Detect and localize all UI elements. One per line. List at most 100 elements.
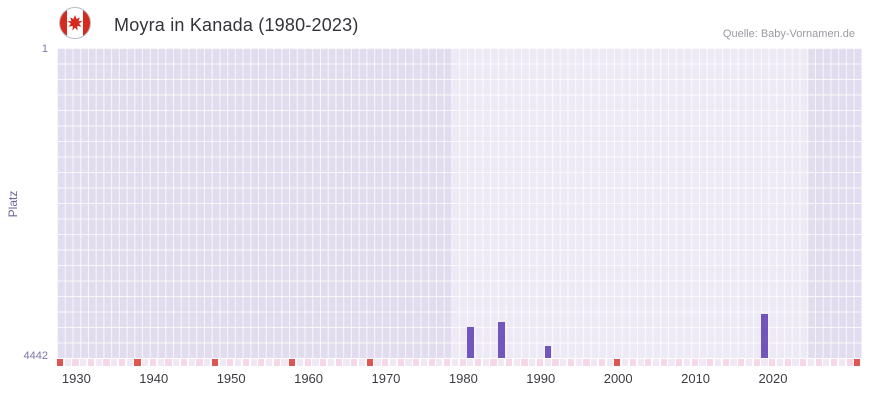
y-tick-top: 1 (41, 43, 48, 55)
year-marker-1946 (196, 359, 203, 366)
year-marker-1963 (327, 359, 335, 366)
year-marker-2007 (668, 359, 675, 366)
year-marker-1983 (482, 359, 489, 366)
year-marker-2030 (846, 359, 853, 366)
year-marker-2021 (776, 359, 784, 366)
year-marker-2024 (800, 359, 807, 366)
year-marker-1978 (444, 359, 451, 366)
year-marker-2006 (660, 359, 667, 366)
year-marker-1959 (296, 359, 304, 366)
year-marker-1936 (118, 359, 126, 366)
year-marker-1965 (343, 359, 350, 366)
year-marker-1931 (80, 359, 87, 366)
year-marker-1954 (258, 359, 265, 366)
year-marker-2025 (807, 359, 814, 366)
source-credit: Quelle: Baby-Vornamen.de (722, 28, 855, 40)
bar-1991[interactable] (544, 346, 552, 358)
year-marker-1937 (126, 359, 133, 366)
year-marker-1939 (142, 359, 149, 366)
year-marker-1992 (552, 359, 559, 366)
year-marker-1971 (389, 359, 397, 366)
year-marker-1938 (134, 359, 141, 366)
year-marker-2027 (823, 359, 830, 366)
year-marker-1952 (242, 359, 249, 366)
year-marker-1987 (513, 359, 520, 366)
year-marker-1981 (467, 359, 474, 366)
bar-2019[interactable] (761, 313, 769, 358)
year-marker-1976 (428, 359, 435, 366)
year-marker-1945 (188, 359, 195, 366)
x-tick-2020: 2020 (758, 371, 788, 386)
year-marker-1966 (351, 359, 358, 366)
year-marker-2017 (745, 359, 753, 366)
year-marker-1962 (320, 359, 327, 366)
year-marker-1929 (64, 359, 71, 366)
year-marker-1991 (544, 359, 551, 366)
year-marker-1990 (536, 359, 544, 366)
year-marker-2016 (738, 359, 745, 366)
plot-area (57, 48, 862, 358)
year-marker-2026 (815, 359, 822, 366)
year-marker-1930 (72, 359, 79, 366)
year-marker-1942 (165, 359, 172, 366)
x-tick-1960: 1960 (294, 371, 324, 386)
year-marker-1970 (382, 359, 389, 366)
year-marker-2005 (653, 359, 660, 366)
year-marker-1989 (529, 359, 536, 366)
year-marker-1984 (490, 359, 497, 366)
year-marker-2013 (714, 359, 722, 366)
year-marker-1947 (204, 359, 211, 366)
year-marker-1949 (219, 359, 226, 366)
year-marker-2011 (699, 359, 706, 366)
x-axis: 1930 1940 1950 1960 1970 1980 1990 2000 2010 2020 (57, 371, 862, 389)
year-marker-1967 (358, 359, 366, 366)
year-marker-1993 (560, 359, 567, 366)
year-marker-1935 (111, 359, 118, 366)
x-tick-2010: 2010 (681, 371, 711, 386)
year-marker-1943 (173, 359, 180, 366)
x-tick-1950: 1950 (216, 371, 246, 386)
year-marker-1960 (304, 359, 311, 366)
y-axis-label: Platz (6, 190, 20, 218)
x-tick-1930: 1930 (61, 371, 91, 386)
year-marker-1996 (583, 359, 590, 366)
year-marker-2010 (691, 359, 698, 366)
x-tick-2000: 2000 (603, 371, 633, 386)
year-marker-1964 (335, 359, 342, 366)
year-marker-1928 (57, 359, 64, 366)
x-tick-1970: 1970 (371, 371, 401, 386)
baseline-marker-row (57, 359, 862, 366)
year-marker-2029 (838, 359, 845, 366)
year-marker-1951 (235, 359, 242, 366)
year-marker-2000 (614, 359, 621, 366)
year-marker-1973 (405, 359, 412, 366)
year-marker-1940 (149, 359, 157, 366)
year-marker-2009 (683, 359, 691, 366)
year-marker-1998 (598, 359, 605, 366)
bar-1985[interactable] (498, 321, 505, 358)
year-marker-1968 (366, 359, 373, 366)
x-tick-1980: 1980 (448, 371, 478, 386)
year-marker-1980 (459, 359, 466, 366)
year-marker-1994 (567, 359, 575, 366)
year-marker-1932 (87, 359, 95, 366)
year-marker-1969 (374, 359, 381, 366)
year-marker-1977 (436, 359, 443, 366)
year-marker-1982 (474, 359, 482, 366)
year-marker-1934 (103, 359, 110, 366)
year-marker-2015 (730, 359, 737, 366)
bar-1981[interactable] (467, 327, 475, 358)
year-marker-1944 (180, 359, 188, 366)
year-marker-2022 (784, 359, 791, 366)
year-marker-1985 (498, 359, 505, 366)
x-tick-1940: 1940 (139, 371, 169, 386)
year-marker-2019 (761, 359, 768, 366)
year-marker-1941 (157, 359, 164, 366)
year-marker-1972 (397, 359, 404, 366)
chart-title: Moyra in Kanada (1980-2023) (114, 15, 359, 35)
year-marker-1948 (211, 359, 218, 366)
year-marker-2004 (645, 359, 652, 366)
canada-flag-icon (59, 7, 91, 39)
grid-overlay (57, 48, 862, 358)
